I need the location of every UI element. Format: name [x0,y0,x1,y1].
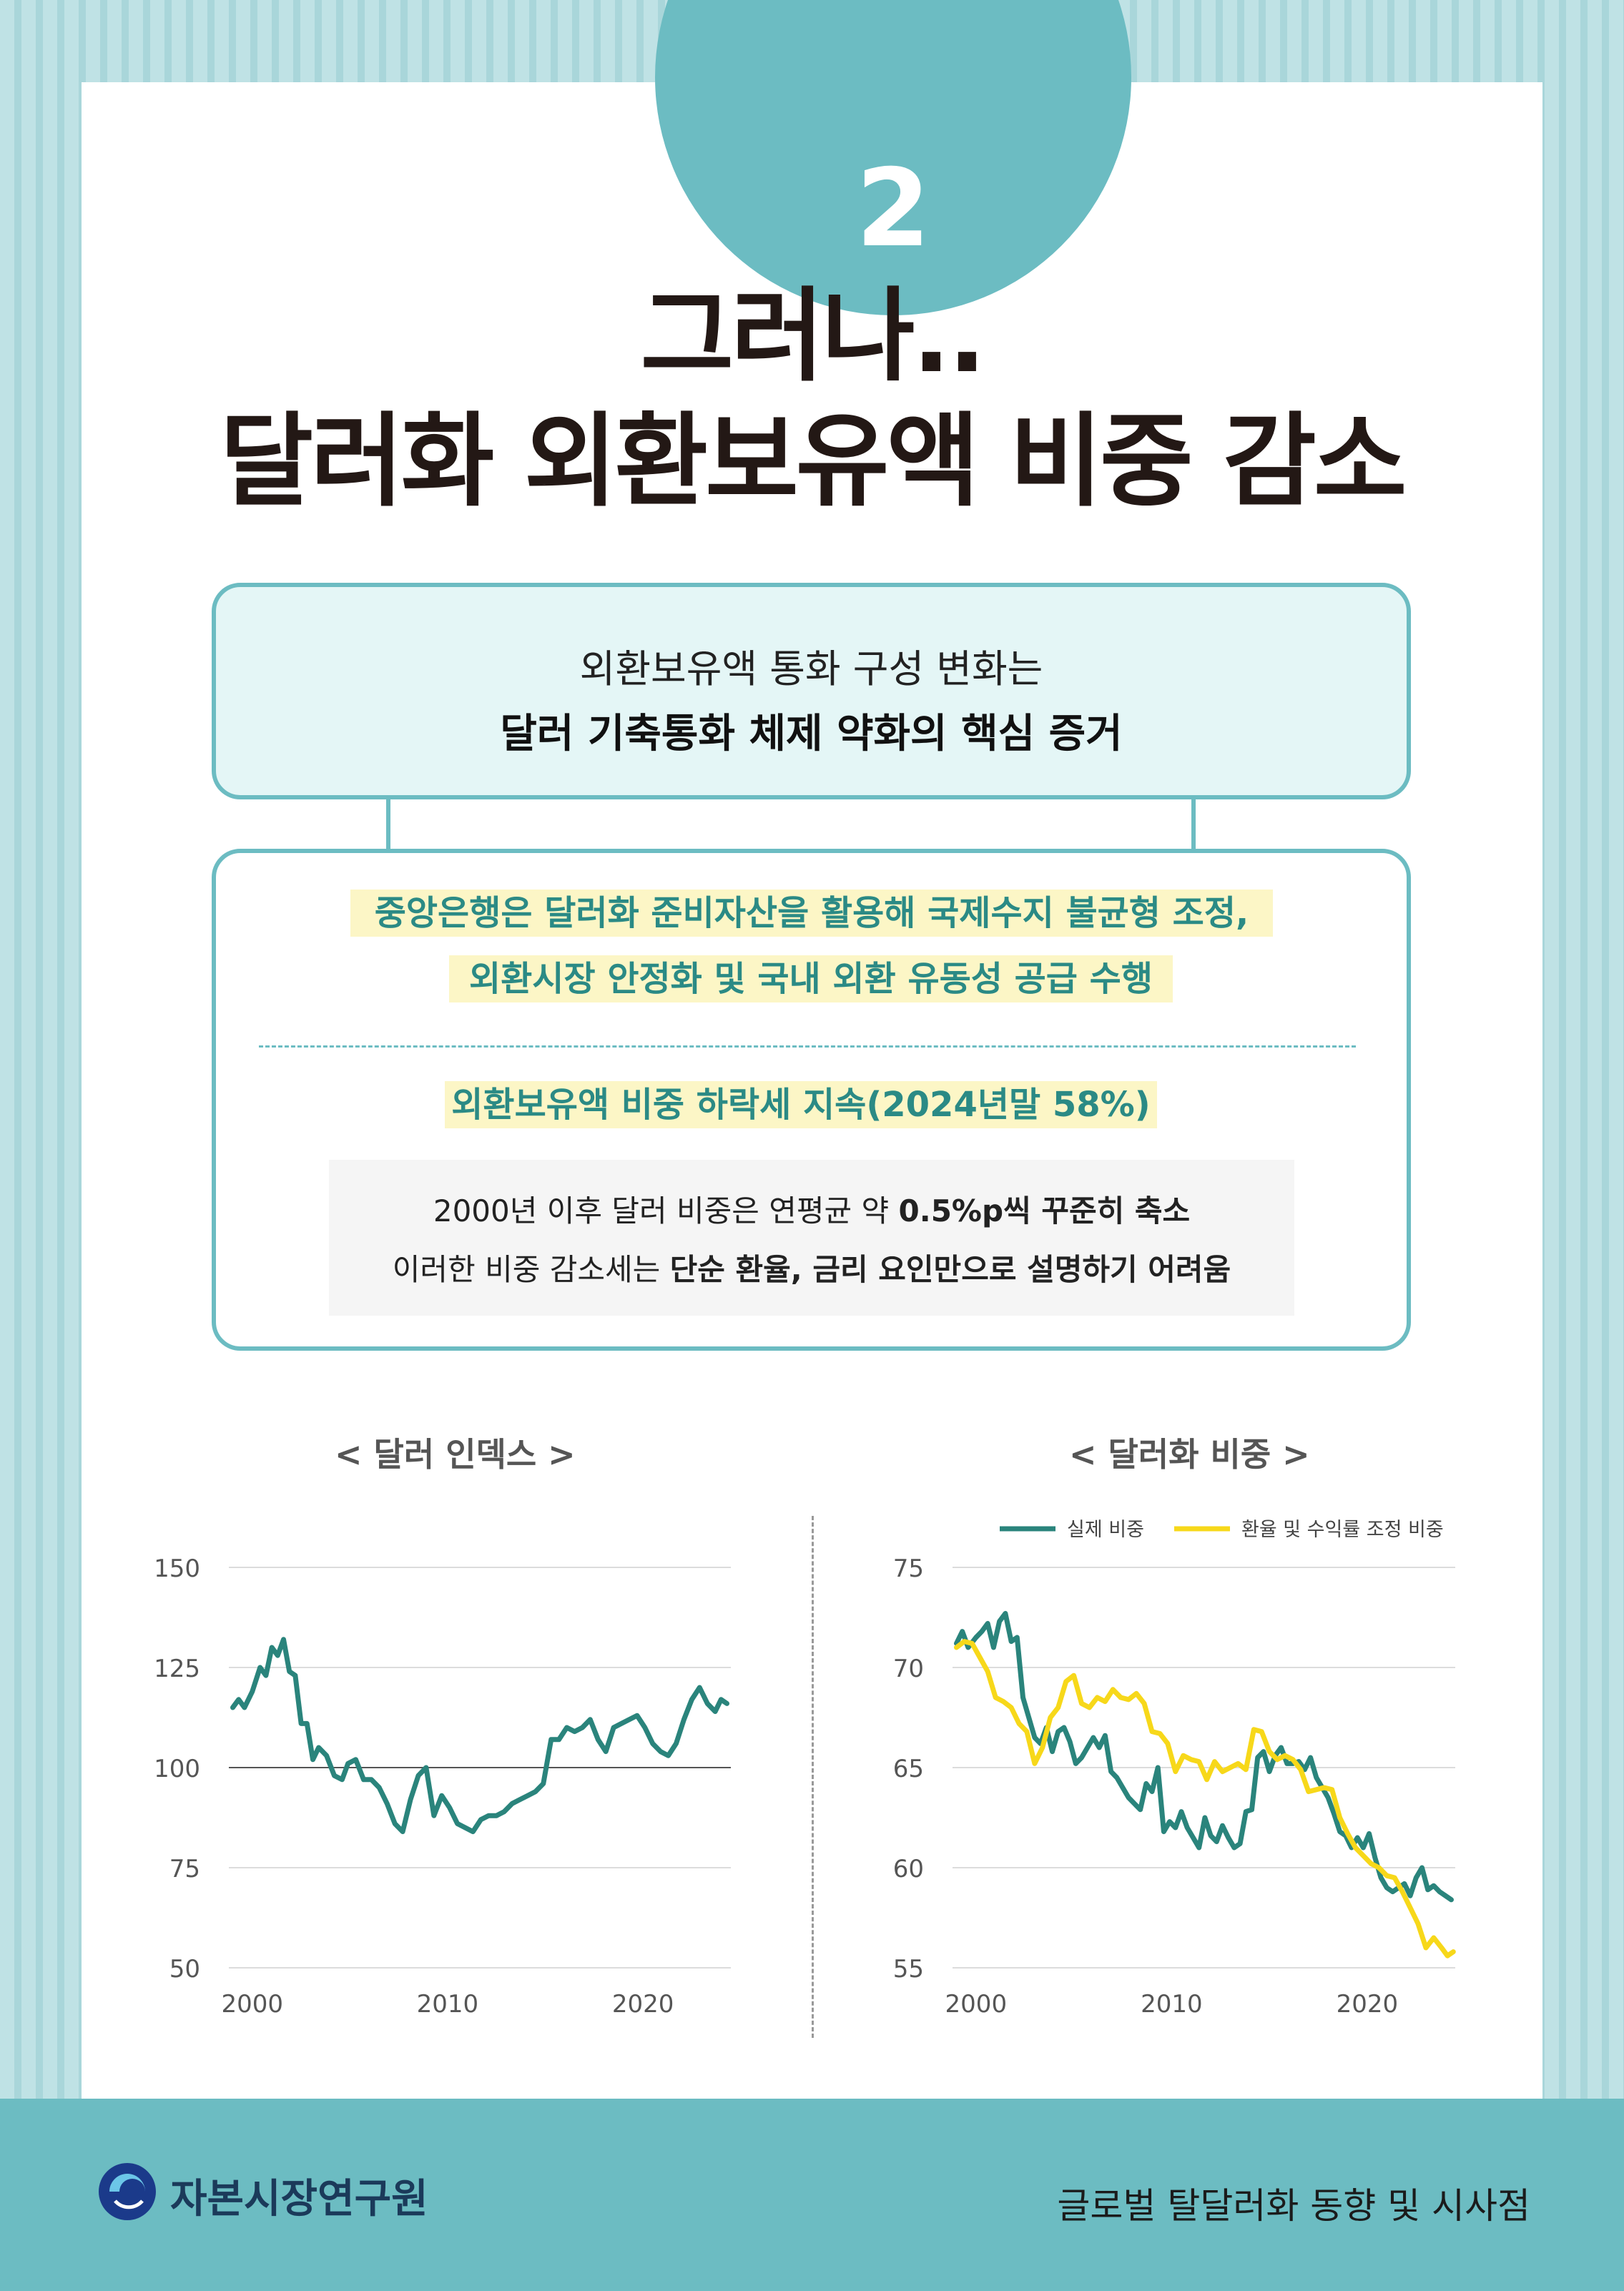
highlight-share-decline: 외환보유액 비중 하락세 지속(2024년말 58%) [445,1081,1157,1128]
x-tick-label: 2010 [1141,1990,1203,2019]
dollar-share-chart: 55 60 65 70 75 2000 2010 2020 실제 비중 환율 및 수익률 조정 비… [851,1502,1495,2045]
series-title: 글로벌 탈달러화 동향 및 시사점 [1030,2177,1530,2229]
page-title-line2: 달러화 외환보유액 비중 감소 [0,411,1624,513]
dollar-index-chart: 50 75 100 125 150 2000 2010 2020 [129,1530,758,2045]
dotted-divider [259,1045,1356,1048]
x-tick-label: 2010 [417,1990,479,2019]
badge-number: 2 [655,147,1131,271]
dollar-share-chart-title: < 달러화 비중 > [1069,1429,1310,1476]
y-tick-label: 60 [893,1855,924,1883]
number-badge: 2 [655,0,1131,315]
logo-icon [95,2159,159,2224]
note-line2-bold: 단순 환율, 금리 요인만으로 설명하기 어려움 [670,1252,1231,1287]
legend-label-0: 실제 비중 [1067,1519,1144,1541]
y-tick-label: 100 [154,1755,200,1783]
summary-line1: 외환보유액 통화 구성 변화는 [216,637,1407,694]
highlight-fx-market: 외환시장 안정화 및 국내 외환 유동성 공급 수행 [449,955,1173,1002]
summary-line2: 달러 기축통화 체제 약화의 핵심 증거 [216,701,1407,759]
y-tick-label: 150 [154,1555,200,1583]
note-line1: 2000년 이후 달러 비중은 연평균 약 0.5%p씩 꾸준히 축소 [329,1187,1294,1231]
y-tick-label: 70 [893,1655,924,1683]
org-name: 자본시장연구원 [170,2167,428,2225]
summary-box: 외환보유액 통화 구성 변화는 달러 기축통화 체제 약화의 핵심 증거 [212,583,1411,799]
x-tick-label: 2000 [945,1990,1008,2019]
connector-right [1191,799,1196,851]
page-title-line1: 그러나.. [0,286,1624,388]
connector-left [386,799,390,851]
chart-separator [812,1516,814,2038]
y-tick-label: 65 [893,1755,924,1783]
y-tick-label: 125 [154,1655,200,1683]
highlight-central-bank: 중앙은행은 달러화 준비자산을 활용해 국제수지 불균형 조정, [350,890,1273,937]
y-tick-label: 75 [169,1855,200,1883]
note-line1-bold: 0.5%p씩 꾸준히 축소 [899,1193,1191,1228]
x-tick-label: 2020 [612,1990,674,2019]
x-tick-label: 2020 [1337,1990,1399,2019]
note-line1-text: 2000년 이후 달러 비중은 연평균 약 [433,1193,899,1228]
dollar-index-chart-title: < 달러 인덱스 > [335,1429,576,1476]
note-box: 2000년 이후 달러 비중은 연평균 약 0.5%p씩 꾸준히 축소 이러한 … [329,1160,1294,1316]
note-line2: 이러한 비중 감소세는 단순 환율, 금리 요인만으로 설명하기 어려움 [329,1246,1294,1289]
series-line-1 [957,1642,1454,1956]
y-tick-label: 75 [893,1555,924,1583]
y-tick-label: 50 [169,1955,200,1984]
series-line [233,1640,727,1832]
legend-label-1: 환율 및 수익률 조정 비중 [1241,1519,1444,1541]
x-tick-label: 2000 [222,1990,284,2019]
y-tick-label: 55 [893,1955,924,1984]
note-line2-text: 이러한 비중 감소세는 [393,1252,670,1287]
